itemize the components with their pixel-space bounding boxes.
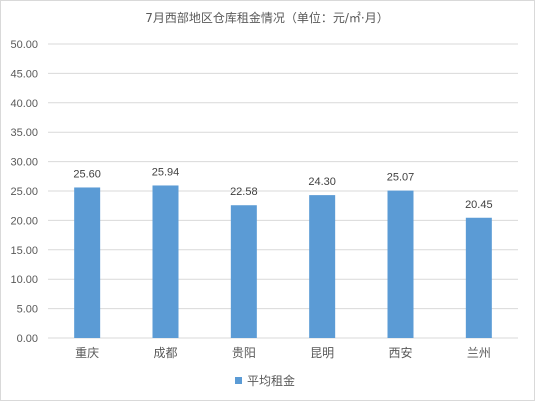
y-tick-label: 25.00 [10, 186, 38, 198]
category-label: 重庆 [75, 346, 99, 360]
category-label: 贵阳 [232, 346, 256, 360]
bar-5 [465, 217, 492, 338]
y-tick-label: 35.00 [10, 127, 38, 139]
data-label: 25.94 [152, 166, 180, 178]
data-label: 25.07 [387, 172, 415, 184]
y-tick-label: 0.00 [17, 333, 38, 345]
category-label: 成都 [153, 346, 177, 360]
data-label: 24.30 [308, 176, 336, 188]
category-label: 兰州 [467, 346, 491, 360]
bar-2 [230, 205, 257, 338]
bar-0 [74, 187, 101, 338]
bar-3 [309, 195, 336, 338]
data-labels: 25.60 25.94 22.58 24.30 25.07 20.45 [73, 166, 492, 210]
y-tick-label: 10.00 [10, 274, 38, 286]
y-tick-label: 45.00 [10, 68, 38, 80]
chart-title: 7月西部地区仓库租金情况（单位：元/㎡·月） [145, 10, 389, 25]
y-tick-label: 50.00 [10, 39, 38, 51]
category-label: 西安 [388, 345, 412, 360]
gridlines [48, 43, 518, 339]
y-tick-label: 5.00 [17, 304, 38, 316]
y-tick-label: 30.00 [10, 157, 38, 169]
y-tick-label: 20.00 [10, 215, 38, 227]
data-label: 20.45 [465, 199, 493, 211]
bar-4 [387, 190, 414, 338]
x-axis-categories: 重庆 成都 贵阳 昆明 西安 兰州 [75, 345, 491, 360]
data-label: 22.58 [230, 186, 258, 198]
category-label: 昆明 [310, 346, 334, 360]
bar-1 [152, 185, 179, 338]
y-tick-label: 40.00 [10, 98, 38, 110]
legend-label: 平均租金 [247, 373, 295, 388]
y-tick-label: 15.00 [10, 245, 38, 257]
y-axis-ticks: 0.00 5.00 10.00 15.00 20.00 25.00 30.00 35.00 40… [10, 39, 38, 345]
bar-series [74, 185, 492, 338]
legend: 平均租金 [235, 373, 295, 388]
data-label: 25.60 [73, 168, 101, 180]
legend-swatch [235, 377, 242, 384]
